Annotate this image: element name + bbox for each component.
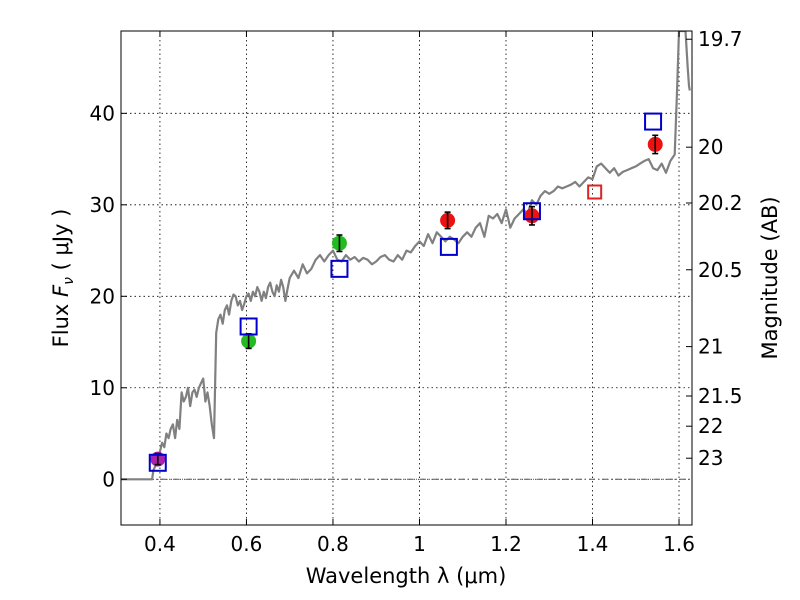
y-axis-label: Flux Fν ( μJy ): [49, 209, 77, 348]
y2-axis-label: Magnitude (AB): [758, 196, 782, 359]
x-tick-label: 1: [413, 532, 426, 556]
model-photometry-box: [587, 184, 603, 200]
y-tick-label: 30: [90, 193, 115, 217]
model-photometry-box: [239, 317, 258, 336]
magnitude-tick-label: 22: [698, 414, 723, 438]
magnitude-tick-label: 19.7: [698, 27, 743, 51]
x-tick-label: 0.6: [231, 532, 263, 556]
magnitude-tick-label: 20.2: [698, 191, 743, 215]
model-photometry-box: [330, 259, 349, 278]
x-tick-label: 0.4: [144, 532, 176, 556]
plot-area: [121, 31, 692, 481]
y-tick-label: 10: [90, 376, 115, 400]
model-photometry-box: [439, 237, 458, 256]
model-spectrum-line: [121, 31, 691, 481]
grid: [121, 31, 692, 525]
magnitude-tick-label: 23: [698, 446, 723, 470]
x-tick-label: 1.4: [577, 532, 609, 556]
y-tick-label: 0: [102, 467, 115, 491]
x-axis-label: Wavelength λ (μm): [306, 564, 507, 588]
x-tick-label: 1.6: [663, 532, 695, 556]
model-photometry-box: [644, 112, 663, 131]
magnitude-tick-label: 21: [698, 335, 723, 359]
axes-ticks: 0.4 0.6 0.8 1 1.2 1.4 1.6 0 10 20 30 40 19.7 20 20.2 20…: [90, 27, 743, 556]
y-tick-label: 20: [90, 284, 115, 308]
magnitude-tick-label: 20.5: [698, 258, 743, 282]
x-tick-label: 1.2: [490, 532, 522, 556]
x-tick-label: 0.8: [317, 532, 349, 556]
model-photometry-box: [148, 453, 167, 472]
model-photometry-box: [522, 202, 541, 221]
y-tick-label: 40: [90, 101, 115, 125]
magnitude-tick-label: 20: [698, 135, 723, 159]
magnitude-tick-label: 21.5: [698, 384, 743, 408]
plot-frame: [120, 30, 693, 526]
